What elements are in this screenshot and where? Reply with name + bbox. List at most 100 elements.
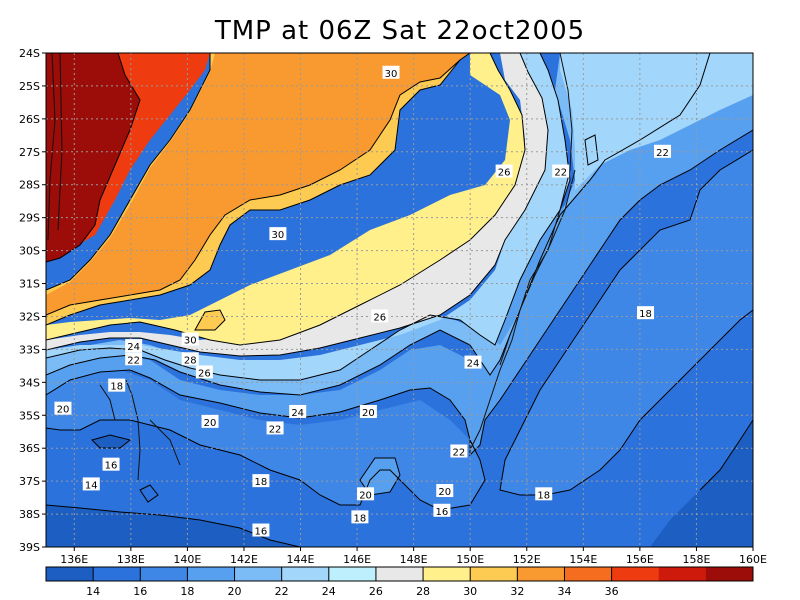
lat-tick-label: 39S bbox=[19, 541, 40, 554]
contour-label-text: 20 bbox=[438, 487, 451, 498]
contour-label-bg bbox=[359, 404, 377, 418]
band-14-16-se bbox=[650, 420, 753, 547]
colorbar-label: 30 bbox=[463, 585, 477, 598]
lon-tick-label: 158E bbox=[682, 553, 710, 566]
colorbar-swatch bbox=[234, 567, 283, 581]
contour-label-bg bbox=[436, 484, 454, 498]
contour-label: 22 bbox=[552, 164, 570, 179]
contour-label: 22 bbox=[654, 144, 672, 159]
contour-label-text: 22 bbox=[269, 424, 282, 435]
band-16-east-lower bbox=[590, 310, 753, 495]
contour-label-text: 24 bbox=[467, 359, 480, 370]
lat-tick-label: 30S bbox=[19, 245, 40, 258]
contour-label-bg bbox=[637, 306, 655, 320]
contour-label-text: 22 bbox=[127, 355, 140, 366]
lat-tick-label: 25S bbox=[19, 80, 40, 93]
contour-label: 16 bbox=[252, 523, 270, 538]
latitude-axis: 24S 25S 26S 27S 28S 29S 30S 31S 32S 33S 34S 35S 36S 3… bbox=[19, 47, 46, 554]
band-32-34 bbox=[46, 53, 470, 315]
contour-label-text: 18 bbox=[110, 382, 123, 393]
band-34-36 bbox=[46, 53, 210, 262]
colorbar-swatch bbox=[140, 567, 188, 581]
graticule bbox=[46, 53, 753, 547]
contour-label-text: 24 bbox=[127, 342, 140, 353]
colorbar-label: 36 bbox=[605, 585, 619, 598]
contour-label-bg bbox=[125, 352, 143, 366]
band-14-16-pocket bbox=[92, 435, 130, 448]
contour-label-text: 16 bbox=[436, 507, 449, 518]
contour-label-bg bbox=[54, 401, 72, 415]
band-20-22 bbox=[46, 53, 753, 455]
contour-label-bg bbox=[371, 309, 389, 323]
coastline bbox=[47, 53, 576, 481]
band-26-28 bbox=[46, 53, 548, 356]
contour-label: 18 bbox=[252, 474, 270, 488]
lat-tick-label: 36S bbox=[19, 442, 40, 455]
lat-tick-label: 37S bbox=[19, 475, 40, 488]
contour-label-text: 22 bbox=[453, 447, 466, 458]
lon-tick-label: 150E bbox=[456, 553, 484, 566]
colorbar-swatch bbox=[611, 567, 660, 581]
contour-label-bg bbox=[351, 510, 369, 524]
lat-tick-label: 34S bbox=[19, 376, 40, 389]
contour-label: 22 bbox=[266, 421, 284, 435]
colorbar-swatch bbox=[564, 567, 613, 581]
contour-label-bg bbox=[181, 332, 199, 346]
band-22-24-east-strip bbox=[560, 53, 753, 190]
contour-label: 18 bbox=[535, 487, 553, 501]
colorbar: 14 16 18 20 22 24 26 28 30 32 34 36 bbox=[45, 566, 754, 598]
contour-label: 20 bbox=[201, 414, 219, 429]
colorbar-swatch bbox=[93, 567, 141, 581]
contour-label-text: 30 bbox=[385, 69, 398, 80]
contour-label: 24 bbox=[125, 339, 143, 353]
contour-label: 30 bbox=[382, 65, 400, 80]
contour-label: 20 bbox=[357, 487, 375, 501]
contour-label-text: 18 bbox=[354, 513, 367, 524]
lon-tick-label: 156E bbox=[626, 553, 654, 566]
contour-label: 26 bbox=[495, 164, 513, 179]
contour-label: 16 bbox=[102, 457, 120, 472]
contour-label-text: 28 bbox=[184, 355, 197, 366]
lon-tick-label: 142E bbox=[230, 553, 258, 566]
lon-tick-label: 148E bbox=[400, 553, 428, 566]
contour-label-text: 20 bbox=[362, 408, 375, 419]
contour-label-bg bbox=[654, 144, 672, 158]
colorbar-label: 18 bbox=[180, 585, 194, 598]
contour-label-bg bbox=[357, 487, 375, 501]
lat-tick-label: 33S bbox=[19, 343, 40, 356]
colorbar-label: 14 bbox=[86, 585, 100, 598]
band-14-16 bbox=[46, 505, 300, 547]
contour-lines bbox=[46, 53, 753, 547]
contour-label-bg bbox=[450, 444, 468, 458]
contour-label-bg bbox=[495, 164, 513, 178]
contour-label: 22 bbox=[125, 352, 143, 366]
contour-label: 18 bbox=[108, 378, 126, 393]
contour-label-text: 14 bbox=[85, 480, 98, 491]
contour-label-text: 20 bbox=[204, 418, 217, 429]
colorbar-label: 26 bbox=[369, 585, 383, 598]
colorbar-swatch bbox=[705, 567, 754, 581]
colorbar-swatch bbox=[470, 567, 518, 581]
contour-label-bg bbox=[195, 365, 213, 379]
colorbar-swatch bbox=[46, 567, 94, 581]
band-24-26 bbox=[46, 53, 570, 380]
contour-label-text: 18 bbox=[639, 309, 652, 320]
contour-label: 30 bbox=[181, 332, 199, 347]
lon-tick-label: 154E bbox=[569, 553, 597, 566]
lon-tick-label: 138E bbox=[117, 553, 145, 566]
contour-label: 20 bbox=[359, 404, 377, 419]
contour-label-text: 18 bbox=[537, 490, 550, 501]
colorbar-label: 22 bbox=[275, 585, 289, 598]
contour-label-bg bbox=[252, 474, 270, 488]
lat-tick-label: 28S bbox=[19, 179, 40, 192]
colorbar-label: 16 bbox=[133, 585, 147, 598]
contour-label-text: 22 bbox=[656, 148, 669, 159]
colorbar-label: 28 bbox=[416, 585, 430, 598]
contour-label-text: 16 bbox=[255, 527, 268, 538]
contour-label-bg bbox=[266, 421, 284, 435]
colorbar-swatch bbox=[328, 567, 377, 581]
band-28-30 bbox=[46, 53, 525, 345]
contour-label: 18 bbox=[351, 510, 369, 524]
lat-tick-label: 32S bbox=[19, 310, 40, 323]
band-20-22-pocket bbox=[360, 458, 400, 495]
